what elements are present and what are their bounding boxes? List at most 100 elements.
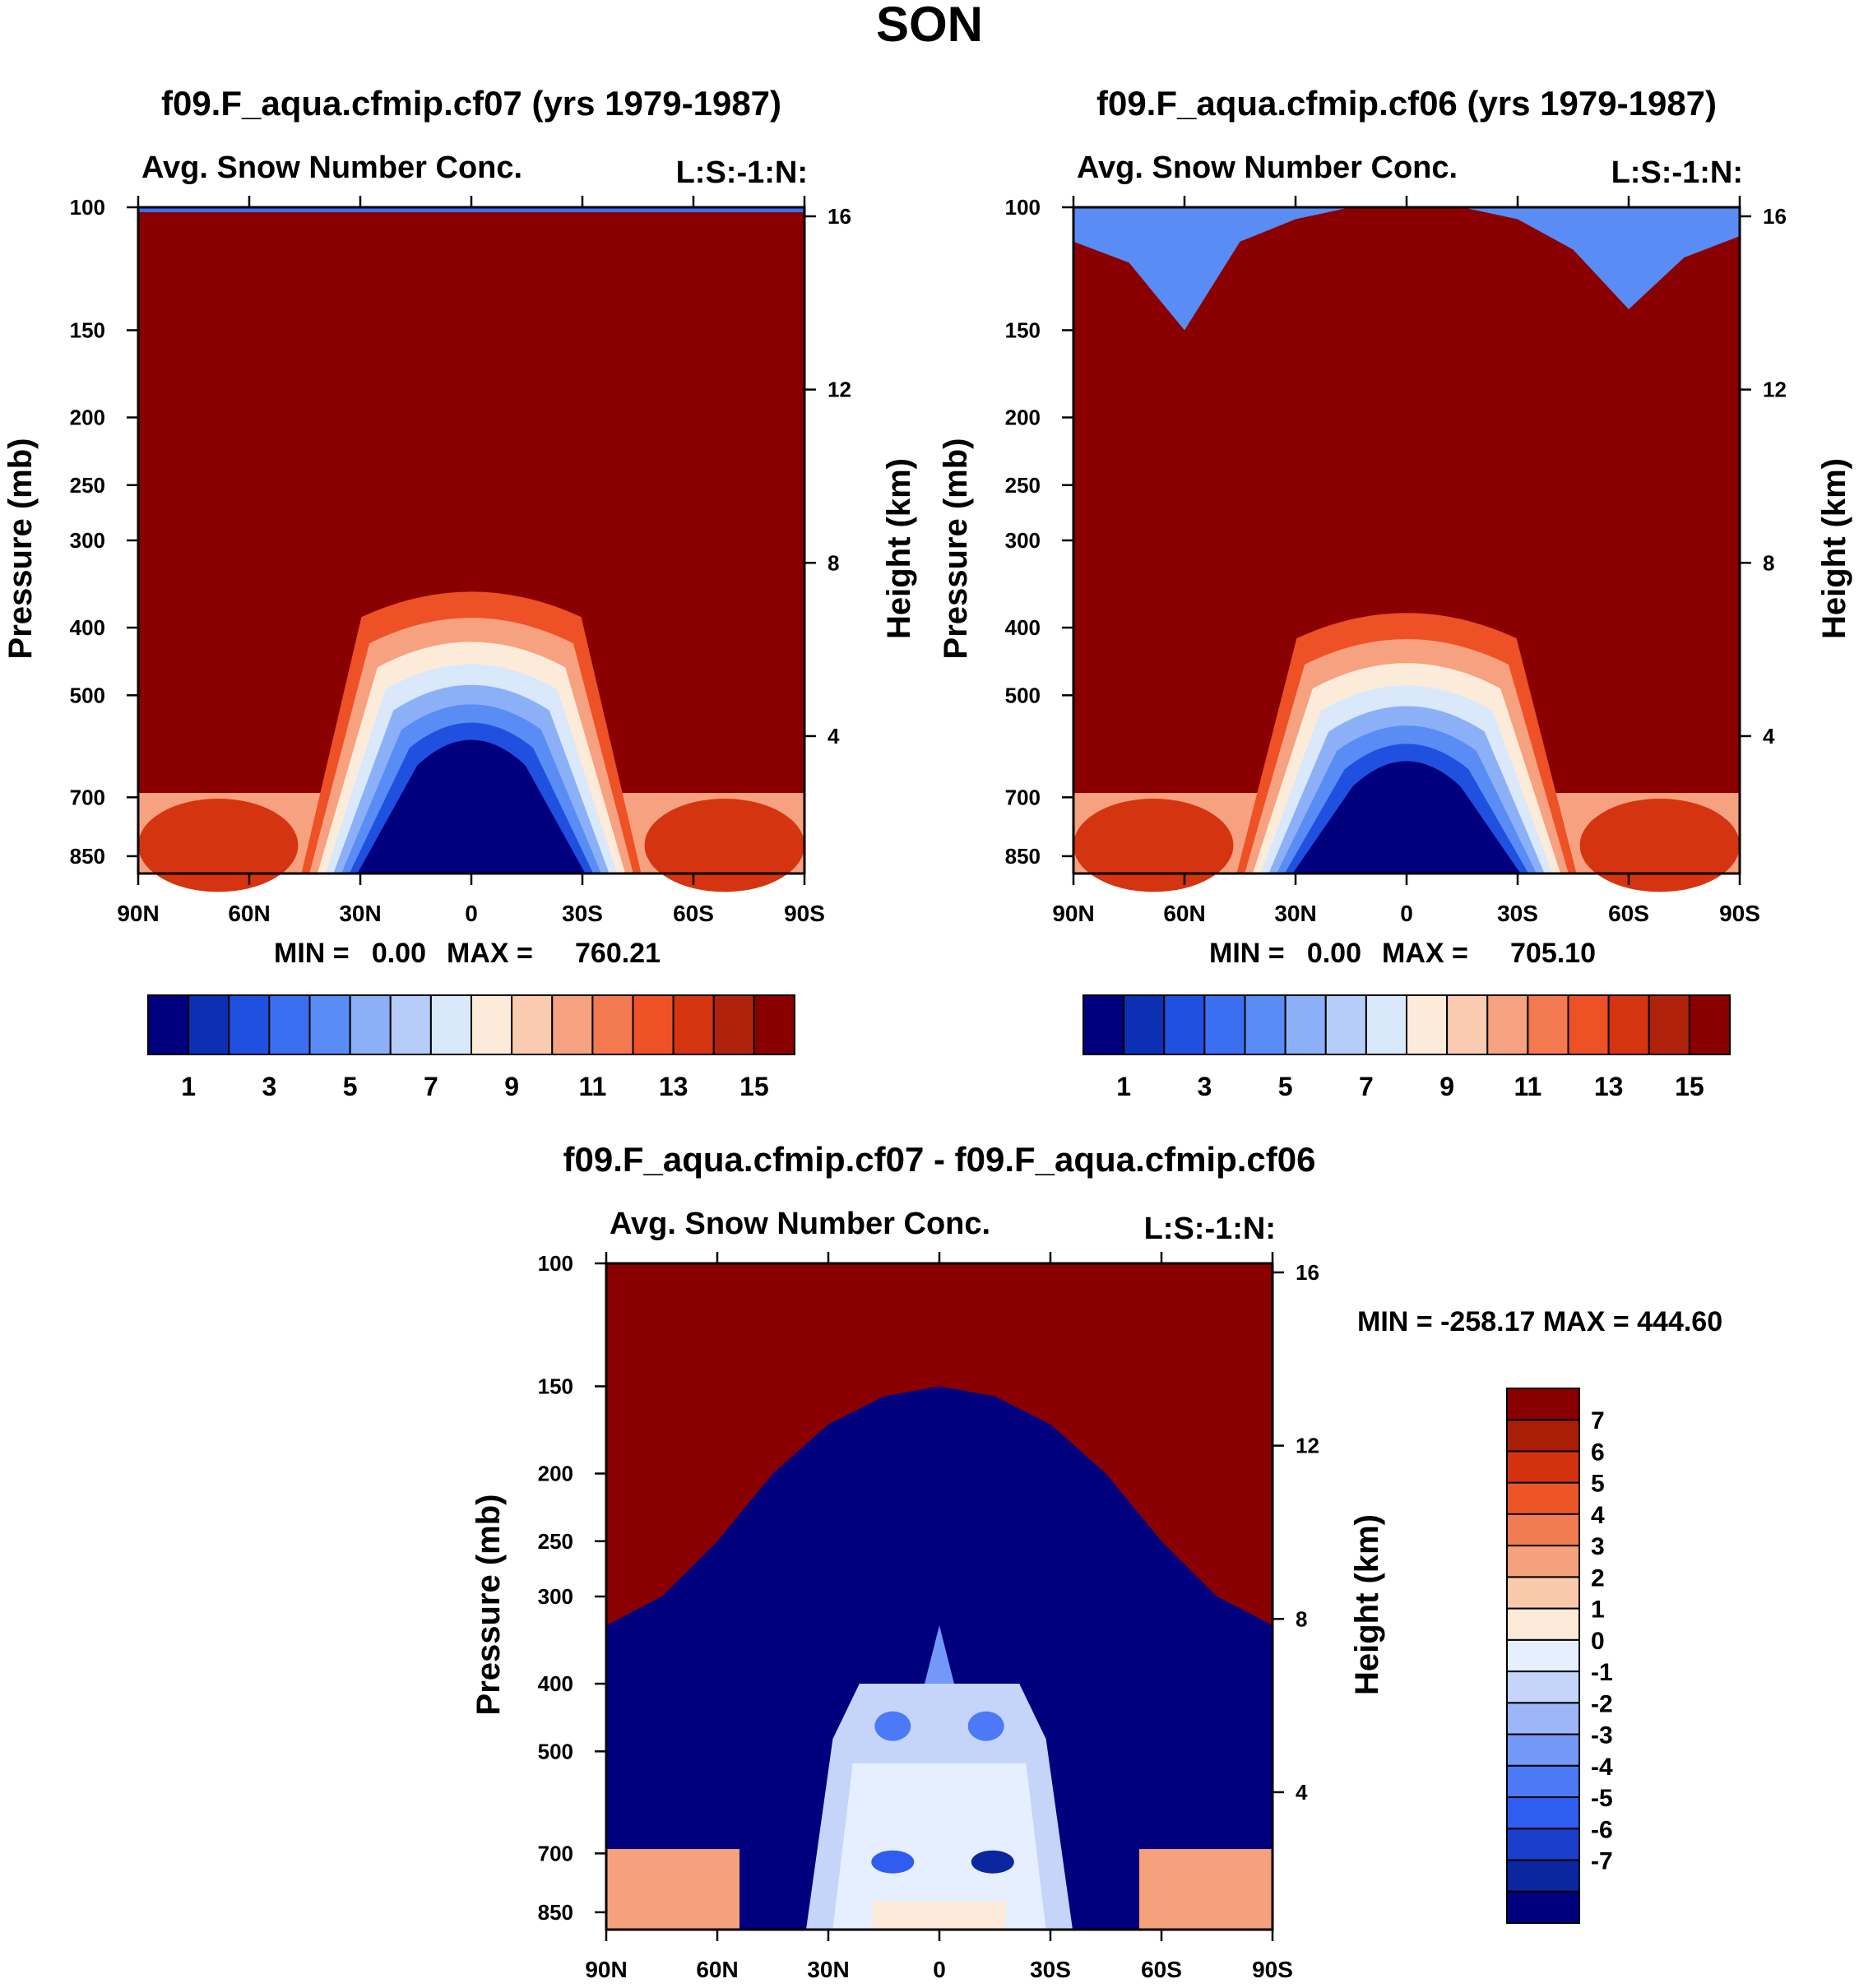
height-tick-label: 8	[828, 550, 839, 575]
pressure-tick-label: 300	[70, 528, 105, 553]
south-low-level-positive	[1139, 1849, 1273, 1930]
low-level-north-maximum	[1073, 798, 1234, 892]
colorbar-cell	[712, 994, 755, 1055]
pressure-tick-label: 300	[538, 1584, 573, 1609]
colorbar-cell	[632, 994, 675, 1055]
latitude-tick-label: 30N	[807, 1957, 849, 1982]
stats-max-label: MAX =	[1382, 938, 1468, 969]
colorbar-label: 3	[1591, 1533, 1605, 1560]
pressure-tick-label: 500	[538, 1739, 573, 1763]
colorbar-cell	[1506, 1481, 1580, 1515]
colorbar-label: -7	[1591, 1848, 1613, 1875]
tropical-surface-positive	[873, 1901, 1006, 1930]
latitude-tick-label: 90S	[1719, 901, 1760, 926]
height-tick-label: 8	[1763, 550, 1774, 575]
panel-title: f09.F_aqua.cfmip.cf07 (yrs 1979-1987)	[161, 84, 781, 123]
pressure-tick-label: 850	[70, 844, 105, 869]
colorbar-cell	[1648, 994, 1690, 1055]
colorbar-label: 3	[1197, 1072, 1212, 1101]
colorbar-label: 2	[1591, 1564, 1605, 1592]
latitude-tick-label: 30S	[562, 901, 603, 926]
north-upper-minimum	[874, 1711, 911, 1741]
stats-min: 0.00	[1307, 938, 1361, 969]
colorbar-cell	[1506, 1671, 1580, 1704]
stats-min-label: MIN =	[274, 938, 350, 969]
latitude-tick-label: 60N	[228, 901, 270, 926]
colorbar-cell	[389, 994, 432, 1055]
pressure-tick-label: 700	[70, 785, 105, 809]
pressure-tick-label: 150	[538, 1374, 573, 1398]
core-contour-8	[1292, 761, 1521, 874]
latitude-tick-label: 90N	[1052, 901, 1094, 926]
panel-subtitle-left: Avg. Snow Number Conc.	[1077, 151, 1458, 185]
height-tick-label: 16	[1763, 204, 1787, 229]
colorbar-cell	[1163, 994, 1206, 1055]
latitude-tick-label: 90N	[117, 901, 159, 926]
latitude-tick-label: 30S	[1497, 901, 1538, 926]
colorbar-cell	[1284, 994, 1327, 1055]
colorbar-label: 15	[739, 1072, 769, 1101]
colorbar-cell	[268, 994, 311, 1055]
latitude-tick-label: 60N	[1163, 901, 1205, 926]
height-axis-label: Height (km)	[1816, 458, 1852, 639]
colorbar-cell	[1123, 994, 1166, 1055]
colorbar-label: 13	[1594, 1072, 1624, 1101]
low-level-south-maximum	[1579, 798, 1740, 892]
south-upper-minimum	[967, 1711, 1004, 1741]
colorbar-label: 7	[1359, 1072, 1374, 1101]
core-contour-8	[357, 739, 586, 874]
panel-subtitle-left: Avg. Snow Number Conc.	[141, 151, 522, 185]
equatorial-plume	[925, 1625, 954, 1684]
colorbar-cell	[1406, 994, 1449, 1055]
colorbar-label: 11	[578, 1072, 606, 1101]
latitude-tick-label: 90S	[1252, 1957, 1293, 1982]
colorbar-label: -3	[1591, 1722, 1613, 1749]
pressure-tick-label: 200	[538, 1462, 573, 1486]
colorbar-cell	[1506, 1545, 1580, 1578]
panel-subtitle-right: L:S:-1:N:	[676, 155, 808, 190]
low-level-north-maximum	[138, 798, 299, 892]
latitude-tick-label: 60S	[673, 901, 714, 926]
pressure-tick-label: 300	[1005, 528, 1041, 553]
colorbar-cell	[1506, 1638, 1580, 1673]
colorbar-label: 3	[262, 1072, 276, 1101]
pressure-tick-label: 150	[1005, 317, 1041, 342]
height-tick-label: 16	[1296, 1260, 1319, 1285]
colorbar-cell	[511, 994, 554, 1055]
colorbar-cell	[188, 994, 230, 1055]
pressure-tick-label: 850	[1005, 844, 1041, 869]
latitude-tick-label: 0	[465, 901, 478, 926]
colorbar-label: 1	[1591, 1596, 1605, 1624]
stats-min: 0.00	[372, 938, 426, 969]
latitude-tick-label: 60S	[1141, 1957, 1182, 1982]
pressure-tick-label: 250	[70, 473, 105, 498]
pressure-tick-label: 100	[70, 195, 105, 220]
stats-max: 705.10	[1510, 938, 1596, 969]
colorbar-cell	[1082, 994, 1125, 1055]
colorbar-label: -1	[1591, 1659, 1613, 1686]
height-tick-label: 8	[1296, 1606, 1307, 1631]
colorbar-label: 13	[659, 1072, 688, 1101]
colorbar-cell	[1506, 1764, 1580, 1799]
colorbar-cell	[471, 994, 513, 1055]
colorbar-label: 9	[504, 1072, 519, 1101]
colorbar-cell	[1506, 1388, 1580, 1421]
colorbar-cell	[591, 994, 634, 1055]
colorbar-label: 6	[1591, 1439, 1605, 1466]
pressure-tick-label: 500	[70, 683, 105, 707]
pressure-axis-label: Pressure (mb)	[471, 1494, 507, 1716]
panel-title: f09.F_aqua.cfmip.cf06 (yrs 1979-1987)	[1096, 84, 1717, 123]
height-tick-label: 16	[828, 204, 851, 229]
panel-subtitle-right: L:S:-1:N:	[1144, 1212, 1276, 1246]
colorbar-cell	[1506, 1796, 1580, 1830]
colorbar-label: 7	[424, 1072, 438, 1101]
colorbar-cell	[1486, 994, 1529, 1055]
pressure-tick-label: 100	[1005, 195, 1041, 220]
panel-3-colorbar: MIN = -258.17 MAX = 444.60 7 6 5 4 3 2 1 0 -1 -2 -3…	[1357, 1306, 1722, 1924]
stats-min-label: MIN =	[1209, 938, 1285, 969]
panel-subtitle-left: Avg. Snow Number Conc.	[610, 1207, 990, 1241]
latitude-tick-label: 0	[933, 1957, 946, 1982]
pressure-axis-label: Pressure (mb)	[938, 438, 974, 660]
north-mid-minimum	[871, 1850, 915, 1874]
